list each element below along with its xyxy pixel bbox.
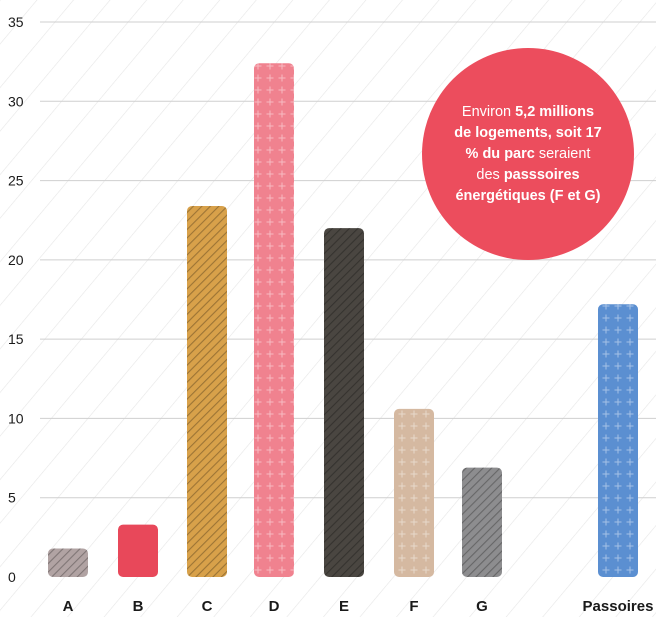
bar-a <box>48 548 88 577</box>
y-tick-label: 5 <box>8 490 16 506</box>
callout-bold-text: 5,2 millions de logements, soit 17 % du … <box>454 103 602 162</box>
x-tick-label: G <box>476 598 488 615</box>
y-tick-label: 35 <box>8 14 24 30</box>
x-tick-label: C <box>202 598 213 615</box>
callout-plain-text: seraient des <box>476 145 591 183</box>
callout-bold-text: passsoires énergétiques (F et G) <box>455 166 601 204</box>
bars <box>48 63 638 577</box>
bar-b <box>118 524 158 577</box>
x-tick-label: Passoires <box>583 598 654 615</box>
y-tick-label: 10 <box>8 410 24 426</box>
x-tick-label: A <box>63 598 74 615</box>
bar-pattern <box>254 63 294 577</box>
callout-plain-text: Environ <box>461 103 516 120</box>
bar-pattern <box>324 228 364 577</box>
x-axis: A B C D E F G Passoires <box>63 598 654 615</box>
x-tick-label: E <box>339 598 349 615</box>
bar-passoires <box>598 304 638 577</box>
x-tick-label: F <box>409 598 418 615</box>
bar-c <box>187 205 227 577</box>
bar-pattern <box>598 304 638 577</box>
y-axis: 0 5 10 15 20 25 30 35 <box>8 14 24 585</box>
y-tick-label: 30 <box>8 93 24 109</box>
x-tick-label: B <box>133 598 144 615</box>
bar-g <box>462 467 502 577</box>
bar-f <box>394 408 434 577</box>
y-tick-label: 0 <box>8 569 16 585</box>
bar-pattern <box>48 548 88 577</box>
bar-e <box>324 228 364 577</box>
callout-bubble: Environ 5,2 millions de logements, soit … <box>422 48 634 260</box>
bar-pattern <box>394 408 434 577</box>
bar-pattern <box>462 467 502 577</box>
bar-pattern <box>187 205 227 577</box>
bar-fill <box>118 524 158 577</box>
y-tick-label: 20 <box>8 252 24 268</box>
bar-d <box>254 63 294 577</box>
callout-text: Environ 5,2 millions de logements, soit … <box>452 102 604 207</box>
y-tick-label: 15 <box>8 331 24 347</box>
y-tick-label: 25 <box>8 173 24 189</box>
x-tick-label: D <box>269 598 280 615</box>
